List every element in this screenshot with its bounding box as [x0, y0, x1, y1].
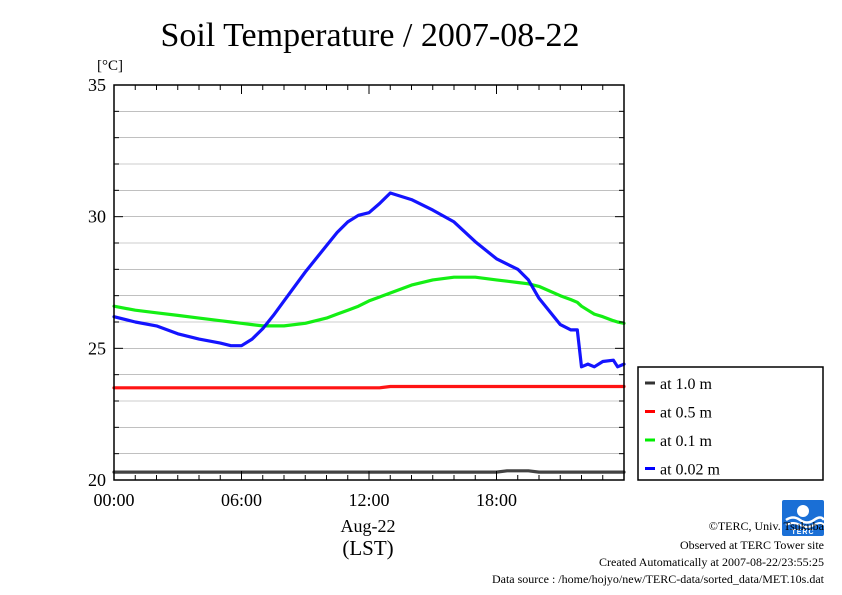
credit-observed: Observed at TERC Tower site [679, 538, 824, 552]
legend: at 1.0 m at 0.5 m at 0.1 m at 0.02 m [637, 366, 824, 481]
y-tick-label: 20 [88, 470, 106, 490]
legend-label: at 0.5 m [660, 405, 713, 422]
x-tick-label: 18:00 [476, 490, 517, 510]
legend-label: at 0.02 m [660, 462, 721, 479]
series-line-3 [112, 191, 626, 369]
legend-label: at 1.0 m [660, 376, 713, 393]
x-axis-timezone-label: (LST) [342, 536, 393, 560]
grid [114, 111, 624, 454]
series-line-2 [112, 275, 626, 328]
series-line-1 [112, 384, 626, 390]
y-axis-unit: [°C] [97, 58, 123, 74]
credit-copyright: ©TERC, Univ. Tsukuba [708, 519, 824, 533]
terc-logo: TERC [782, 500, 826, 536]
series-line-0 [112, 469, 626, 474]
legend-label: at 0.1 m [660, 433, 713, 450]
y-tick-label: 30 [88, 207, 106, 227]
chart-title: Soil Temperature / 2007-08-22 [160, 17, 579, 54]
axis-ticks: 20 25 30 35 00:00 06:00 12:00 18:00 [88, 75, 625, 510]
x-tick-label: 06:00 [221, 490, 262, 510]
y-tick-label: 25 [88, 338, 106, 358]
terc-logo-icon: TERC [782, 500, 826, 536]
x-tick-label: 00:00 [93, 490, 134, 510]
x-tick-label: 12:00 [348, 490, 389, 510]
credit-created: Created Automatically at 2007-08-22/23:5… [599, 555, 824, 569]
series-group [112, 191, 626, 474]
plot-frame [113, 84, 625, 481]
credit-data-source: Data source : /home/hojyo/new/TERC-data/… [491, 572, 824, 586]
svg-text:TERC: TERC [791, 529, 814, 536]
x-axis-date-label: Aug-22 [341, 516, 396, 536]
y-tick-label: 35 [88, 75, 106, 95]
legend-box [637, 366, 824, 481]
